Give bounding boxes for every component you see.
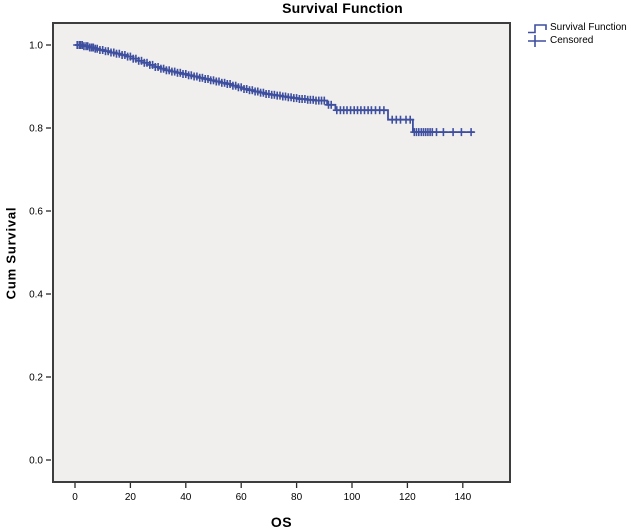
x-tick-label: 120 xyxy=(399,492,416,503)
chart-title: Survival Function xyxy=(282,0,403,16)
x-tick-label: 40 xyxy=(180,492,192,503)
x-tick-label: 100 xyxy=(344,492,361,503)
y-axis-title: Cum Survival xyxy=(3,206,19,300)
y-tick-label: 1.0 xyxy=(29,41,43,52)
legend-label-censored: Censored xyxy=(550,35,594,46)
y-tick-label: 0.0 xyxy=(29,456,43,467)
legend-item-survival-function: Survival Function xyxy=(527,21,627,34)
x-tick-label: 20 xyxy=(125,492,137,503)
y-tick-label: 0.6 xyxy=(29,207,43,218)
x-tick-label: 60 xyxy=(236,492,248,503)
step-line-icon xyxy=(528,23,547,33)
plus-marker-icon xyxy=(528,34,546,47)
x-tick-label: 80 xyxy=(291,492,303,503)
plot-area xyxy=(52,22,511,483)
x-tick-label: 0 xyxy=(72,492,78,503)
legend: Survival Function Censored xyxy=(527,21,627,47)
x-axis-title: OS xyxy=(270,514,293,530)
y-tick-label: 0.2 xyxy=(29,373,43,384)
legend-label-survival-function: Survival Function xyxy=(550,22,627,33)
x-tick-label: 140 xyxy=(454,492,471,503)
y-tick-label: 0.4 xyxy=(29,290,43,301)
legend-item-censored: Censored xyxy=(527,34,627,47)
y-tick-label: 0.8 xyxy=(29,124,43,135)
